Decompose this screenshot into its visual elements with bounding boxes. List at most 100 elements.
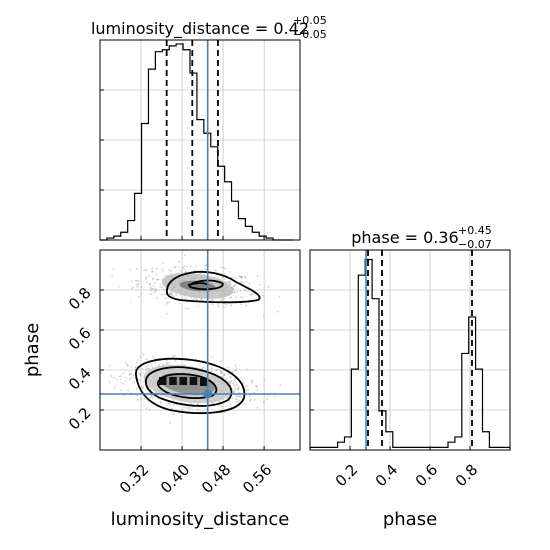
scatter-point	[147, 275, 150, 277]
scatter-point	[232, 285, 235, 287]
density-pixel	[158, 377, 167, 385]
scatter-point	[166, 301, 169, 303]
scatter-point	[154, 288, 156, 291]
scatter-point	[262, 295, 265, 297]
scatter-point	[159, 401, 162, 404]
scatter-point	[225, 304, 228, 306]
scatter-point	[239, 296, 242, 298]
scatter-point	[124, 362, 127, 365]
scatter-point	[240, 275, 243, 278]
scatter-point	[175, 294, 178, 296]
scatter-point	[246, 385, 249, 388]
scatter-point	[235, 383, 238, 386]
scatter-point	[142, 353, 145, 356]
scatter-point	[258, 283, 260, 286]
scatter-point	[249, 398, 252, 401]
scatter-point	[135, 387, 138, 390]
scatter-point	[249, 395, 252, 398]
x-tick-labels: 0.2 0.4 0.6 0.8	[332, 461, 482, 491]
scatter-point	[229, 379, 232, 382]
scatter-point	[136, 394, 139, 397]
contour-line	[156, 373, 218, 399]
scatter-point	[148, 408, 151, 411]
scatter-point	[221, 375, 224, 378]
scatter-point	[168, 301, 171, 304]
scatter-point	[152, 278, 155, 281]
scatter-point	[118, 375, 120, 378]
scatter-point	[153, 291, 156, 294]
scatter-point	[134, 366, 137, 369]
scatter-point	[242, 296, 244, 299]
scatter-point	[146, 281, 148, 284]
density-pixel	[189, 377, 198, 385]
scatter-point	[140, 293, 143, 295]
scatter-point	[276, 310, 279, 313]
scatter-point	[220, 405, 223, 408]
scatter-point	[223, 306, 226, 309]
scatter-point	[173, 295, 175, 298]
scatter-point	[229, 297, 232, 299]
scatter-point	[172, 355, 175, 358]
x-axis-label-luminosity-distance: luminosity_distance	[111, 509, 290, 530]
scatter-point	[152, 277, 154, 280]
scatter-point	[148, 283, 151, 286]
scatter-point	[263, 378, 266, 381]
scatter-point	[220, 371, 222, 374]
scatter-point	[126, 363, 129, 366]
scatter-point	[229, 283, 232, 285]
scatter-point	[220, 266, 223, 269]
scatter-point	[113, 376, 116, 379]
scatter-point	[211, 402, 214, 405]
scatter-point	[211, 298, 214, 301]
scatter-point	[185, 307, 187, 310]
scatter-point	[231, 371, 234, 373]
scatter-point	[253, 391, 255, 394]
scatter-point	[235, 398, 238, 401]
scatter-point	[147, 367, 150, 370]
scatter-point	[188, 407, 191, 410]
scatter-point	[230, 304, 233, 307]
scatter-point	[236, 400, 238, 403]
scatter-point	[177, 265, 180, 268]
scatter-point	[166, 302, 168, 305]
scatter-point	[139, 367, 142, 370]
scatter-point	[192, 298, 195, 300]
scatter-point	[111, 274, 113, 277]
scatter-point	[151, 355, 154, 358]
scatter-point	[129, 301, 132, 304]
scatter-point	[167, 402, 170, 405]
scatter-point	[240, 377, 243, 380]
scatter-point	[140, 397, 143, 400]
x-tick-label: 0.8	[452, 461, 482, 491]
scatter-point	[163, 293, 166, 296]
scatter-point	[215, 369, 218, 371]
scatter-point	[136, 285, 139, 288]
scatter-point	[174, 265, 177, 268]
density-pixel	[169, 377, 177, 385]
scatter-point	[142, 372, 145, 374]
scatter-point	[236, 384, 239, 387]
scatter-point	[214, 269, 217, 272]
scatter-point	[204, 407, 207, 409]
scatter-point	[211, 356, 214, 359]
scatter-point	[143, 397, 146, 400]
scatter-point	[155, 273, 158, 276]
scatter-point	[136, 279, 139, 282]
scatter-point	[150, 396, 153, 398]
scatter-point	[170, 292, 173, 295]
scatter-point	[126, 364, 129, 367]
scatter-point	[240, 281, 243, 284]
2d-density-panel: 0.32 0.40 0.48 0.56 0.2 0.4 0.6 0.8 luminosity…	[22, 249, 301, 530]
scatter-point	[235, 367, 238, 370]
scatter-point	[196, 403, 199, 406]
scatter-point	[279, 384, 282, 386]
scatter-point	[233, 284, 236, 287]
scatter-point	[229, 382, 232, 385]
scatter-point	[187, 307, 190, 310]
scatter-point	[174, 354, 177, 357]
scatter-point	[197, 305, 200, 307]
scatter-point	[237, 399, 240, 402]
scatter-point	[150, 289, 152, 292]
scatter-point	[137, 399, 140, 401]
scatter-point	[169, 293, 172, 296]
